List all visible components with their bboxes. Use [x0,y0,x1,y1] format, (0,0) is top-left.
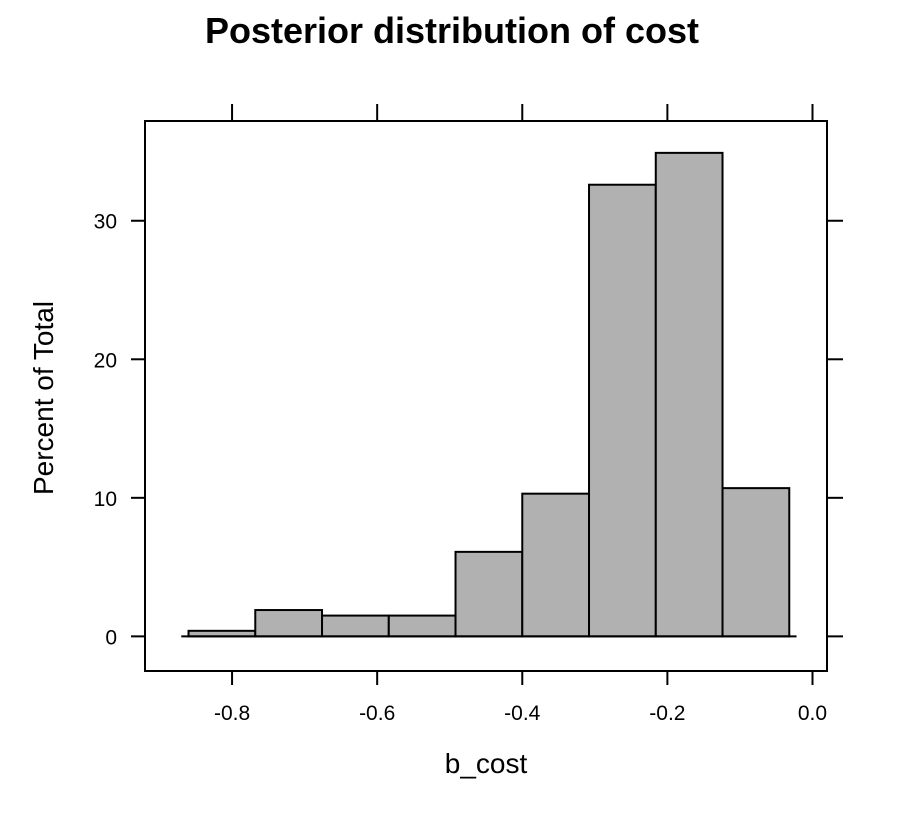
bars-group [187,151,791,638]
x-tick-label: -0.4 [504,702,541,725]
y-tick-label: 10 [94,488,117,511]
y-axis-label: Percent of Total [28,301,59,495]
y-tick-label: 30 [94,211,117,234]
histogram-bar-9 [721,487,791,638]
histogram-bar-5 [454,550,524,638]
chart-title: Posterior distribution of cost [205,10,699,51]
histogram-bar-8 [654,151,724,638]
histogram-bar-4 [387,614,457,638]
x-tick-label: 0.0 [798,702,827,725]
histogram-bar-7 [588,183,657,638]
x-axis-label: b_cost [445,748,528,779]
y-tick-label: 20 [94,349,117,372]
x-tick-label: -0.8 [214,702,250,725]
y-tick-label: 0 [105,626,117,649]
x-tick-label: -0.2 [649,702,685,725]
plot-frame [144,120,828,672]
x-tick-label: -0.6 [359,702,395,725]
y-axis-ticks: 0 10 20 30 [94,211,843,649]
histogram-bar-2 [254,609,324,638]
histogram-bar-3 [321,614,390,638]
histogram-bar-6 [521,492,591,638]
x-axis-ticks: -0.8 -0.6 -0.4 -0.2 0.0 [214,104,827,725]
